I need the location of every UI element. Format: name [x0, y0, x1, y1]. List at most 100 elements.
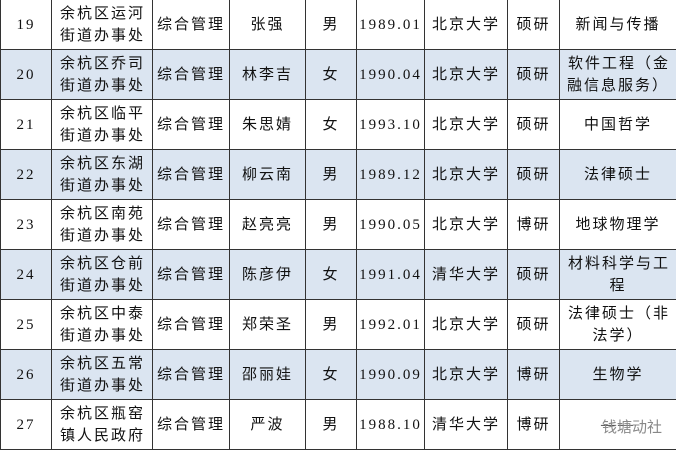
- cell-line: 融信息服务）: [566, 77, 669, 94]
- position-cell: 综合管理: [152, 49, 230, 100]
- row-number-cell: 20: [0, 49, 52, 100]
- cell-line: 余杭区五常: [60, 355, 146, 372]
- table-row: 21 余杭区临平 街道办事处 综合管理 朱思婧女 1993.10 北京大学 硕研 中国哲学: [0, 99, 676, 150]
- birth-cell: 1990.05: [356, 199, 425, 250]
- name-cell: 赵亮亮: [229, 199, 306, 250]
- table-row: 20 余杭区乔司 街道办事处 综合管理 林李吉女 1990.04 北京大学 硕研 软件工程（金融…: [0, 49, 676, 100]
- degree-cell: 硕研: [507, 299, 560, 350]
- birth-cell: 1990.09: [356, 349, 425, 400]
- birth-cell: 1989.01: [356, 0, 425, 50]
- birth-cell: 1988.10: [356, 399, 425, 450]
- cell-line: 地球物理学: [575, 216, 661, 233]
- major-cell: 新闻与传播: [559, 0, 676, 50]
- gender-cell: 男: [305, 149, 357, 200]
- birth-cell: 1990.04: [356, 49, 425, 100]
- cell-line: 新闻与传播: [575, 16, 661, 33]
- name-cell: 郑荣圣: [229, 299, 306, 350]
- row-number-cell: 19: [0, 0, 52, 50]
- table-row: 23 余杭区南苑 街道办事处 综合管理 赵亮亮男 1990.05 北京大学 博研 地球物理学: [0, 199, 676, 250]
- position-cell: 综合管理: [152, 99, 230, 150]
- cell-line: 余杭区运河: [60, 5, 146, 22]
- position-cell: 综合管理: [152, 149, 230, 200]
- major-cell: 法律硕士: [559, 149, 676, 200]
- cell-line: 中国哲学: [583, 116, 652, 133]
- table-row: 19 余杭区运河 街道办事处 综合管理 张强男 1989.01 北京大学 硕研 新闻与传播: [0, 0, 676, 50]
- gender-cell: 女: [305, 99, 357, 150]
- school-cell: 北京大学: [424, 199, 508, 250]
- cell-line: 余杭区乔司: [60, 55, 146, 72]
- school-cell: 北京大学: [424, 99, 508, 150]
- cell-line: ——: [601, 416, 635, 433]
- unit-cell: 余杭区五常街道办事处: [51, 349, 153, 400]
- name-cell: 邵丽娃: [229, 349, 306, 400]
- degree-cell: 博研: [507, 349, 560, 400]
- row-number-cell: 23: [0, 199, 52, 250]
- name-cell: 柳云南: [229, 149, 306, 200]
- cell-line: 余杭区仓前: [60, 255, 146, 272]
- degree-cell: 硕研: [507, 249, 560, 300]
- table-row: 24 余杭区仓前 街道办事处 综合管理 陈彦伊女 1991.04 清华大学 硕研 材料科学与工程: [0, 249, 676, 300]
- gender-cell: 男: [305, 199, 357, 250]
- unit-cell: 余杭区临平 街道办事处: [51, 99, 153, 150]
- major-cell: 软件工程（金 融信息服务）: [559, 49, 676, 100]
- gender-cell: 男: [305, 299, 357, 350]
- cell-line: 街道办事处: [60, 77, 146, 94]
- school-cell: 北京大学: [424, 0, 508, 50]
- name-cell: 林李吉: [229, 49, 306, 100]
- degree-cell: 硕研: [507, 49, 560, 100]
- position-cell: 综合管理: [152, 0, 230, 50]
- major-cell: 法律硕士（非 法学）: [559, 299, 676, 350]
- position-cell: 综合管理: [152, 249, 230, 300]
- degree-cell: 硕研: [507, 0, 560, 50]
- gender-cell: 女: [305, 249, 357, 300]
- gender-cell: 女: [305, 349, 357, 400]
- row-number-cell: 27: [0, 399, 52, 450]
- major-cell: 材料科学与工程: [559, 249, 676, 300]
- position-cell: 综合管理: [152, 199, 230, 250]
- major-cell: 地球物理学: [559, 199, 676, 250]
- cell-line: 软件工程（金: [568, 55, 671, 72]
- row-number-cell: 26: [0, 349, 52, 400]
- unit-cell: 余杭区南苑街道办事处: [51, 199, 153, 250]
- name-cell: 严波: [229, 399, 306, 450]
- cell-line: 法律硕士（非: [568, 305, 671, 322]
- school-cell: 北京大学: [424, 349, 508, 400]
- degree-cell: 硕研: [507, 99, 560, 150]
- unit-cell: 余杭区仓前 街道办事处: [51, 249, 153, 300]
- name-cell: 朱思婧: [229, 99, 306, 150]
- cell-line: 街道办事处: [60, 177, 146, 194]
- school-cell: 清华大学: [424, 399, 508, 450]
- table-row: 22 余杭区东湖 街道办事处 综合管理 柳云南男 1989.12 北京大学 硕研 法律硕士: [0, 149, 676, 200]
- cell-line: 法律硕士: [583, 166, 652, 183]
- cell-line: 余杭区南苑: [60, 205, 146, 222]
- unit-cell: 余杭区瓶窑镇人民政府: [51, 399, 153, 450]
- school-cell: 北京大学: [424, 49, 508, 100]
- school-cell: 北京大学: [424, 299, 508, 350]
- cell-line: 街道办事处: [60, 227, 146, 244]
- gender-cell: 女: [305, 49, 357, 100]
- position-cell: 综合管理: [152, 299, 230, 350]
- cell-line: 材料科学与工: [568, 255, 671, 272]
- row-number-cell: 24: [0, 249, 52, 300]
- cell-line: 余杭区瓶窑: [60, 405, 146, 422]
- cell-line: 街道办事处: [60, 377, 146, 394]
- gender-cell: 男: [305, 0, 357, 50]
- row-number-cell: 21: [0, 99, 52, 150]
- cell-line: 程: [609, 277, 627, 294]
- unit-cell: 余杭区乔司街道办事处: [51, 49, 153, 100]
- degree-cell: 博研: [507, 199, 560, 250]
- table-row: 27 余杭区瓶窑 镇人民政府 综合管理 严波男 1988.10 清华大学 博研 ——: [0, 399, 676, 450]
- table-row: 25 余杭区中泰 街道办事处 综合管理 郑荣圣男 1992.01 北京大学 硕研 法律硕士（非法…: [0, 299, 676, 350]
- school-cell: 清华大学: [424, 249, 508, 300]
- birth-cell: 1989.12: [356, 149, 425, 200]
- degree-cell: 博研: [507, 399, 560, 450]
- unit-cell: 余杭区东湖 街道办事处: [51, 149, 153, 200]
- cell-line: 法学）: [592, 327, 644, 344]
- cell-line: 镇人民政府: [60, 427, 146, 444]
- gender-cell: 男: [305, 399, 357, 450]
- cell-line: 余杭区临平: [60, 105, 146, 122]
- birth-cell: 1992.01: [356, 299, 425, 350]
- cell-line: 余杭区中泰: [60, 305, 146, 322]
- cell-line: 街道办事处: [60, 27, 146, 44]
